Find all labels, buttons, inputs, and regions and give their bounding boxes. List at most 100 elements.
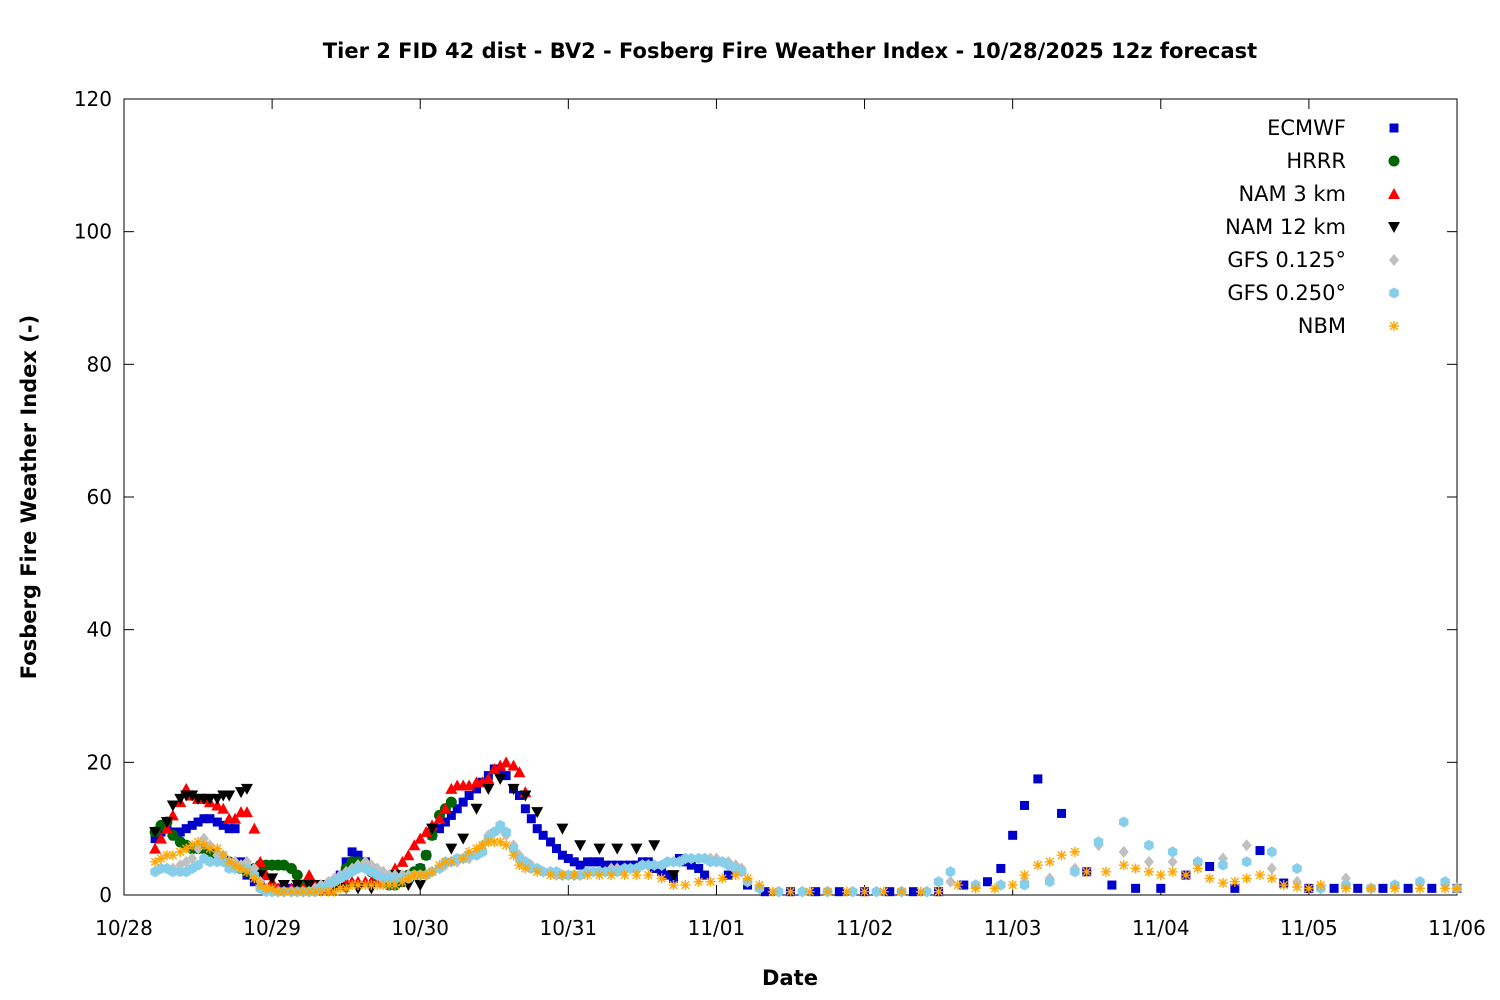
data-point xyxy=(686,860,696,870)
x-tick-label: 10/28 xyxy=(95,916,153,940)
star-stroke xyxy=(631,870,642,881)
data-point xyxy=(277,880,290,892)
data-point xyxy=(181,824,191,834)
data-point xyxy=(236,863,247,874)
data-point xyxy=(488,762,501,774)
data-point xyxy=(1241,856,1252,868)
data-point xyxy=(205,856,215,868)
data-point xyxy=(514,860,525,871)
star-stroke xyxy=(446,856,457,867)
data-point xyxy=(181,843,192,854)
data-point xyxy=(414,880,427,892)
star-stroke xyxy=(230,860,241,871)
y-tick-label: 40 xyxy=(87,618,112,642)
star-stroke xyxy=(181,843,192,854)
data-point xyxy=(589,857,599,867)
data-point xyxy=(989,883,1000,894)
data-point xyxy=(291,869,303,881)
data-point xyxy=(489,836,500,847)
legend-label: GFS 0.125° xyxy=(1227,248,1346,272)
data-point xyxy=(240,783,253,795)
data-point xyxy=(240,806,253,818)
data-point xyxy=(160,817,173,829)
data-point xyxy=(212,817,222,827)
data-point xyxy=(149,826,162,838)
data-point xyxy=(341,857,351,867)
data-point xyxy=(804,886,815,897)
star-stroke xyxy=(397,876,408,887)
star-stroke xyxy=(501,840,512,851)
star-stroke xyxy=(390,880,401,891)
data-point xyxy=(1303,883,1314,894)
data-point xyxy=(175,846,186,857)
data-point xyxy=(1167,866,1178,877)
data-point xyxy=(657,867,667,877)
data-point xyxy=(241,866,252,877)
data-point xyxy=(463,779,476,791)
star-stroke xyxy=(434,860,445,871)
data-point xyxy=(218,820,228,830)
data-point xyxy=(160,822,173,834)
data-point xyxy=(1118,860,1129,871)
data-point xyxy=(433,812,446,824)
data-point xyxy=(235,787,248,799)
data-point xyxy=(495,819,505,831)
data-point xyxy=(464,791,474,800)
star-stroke xyxy=(440,856,451,867)
data-point xyxy=(347,847,357,857)
data-point xyxy=(583,857,593,867)
x-tick-label: 10/30 xyxy=(391,916,449,940)
data-point xyxy=(415,870,426,881)
data-point xyxy=(150,856,161,867)
star-stroke xyxy=(804,886,815,897)
data-point xyxy=(303,880,316,892)
star-stroke xyxy=(384,880,395,891)
data-point xyxy=(915,886,926,897)
data-point xyxy=(408,839,421,851)
star-stroke xyxy=(156,853,167,864)
data-point xyxy=(353,880,364,891)
data-point xyxy=(477,840,488,851)
legend-label: NAM 12 km xyxy=(1225,215,1346,239)
star-stroke xyxy=(841,886,852,897)
data-point xyxy=(495,836,506,847)
data-point xyxy=(217,802,230,814)
data-point xyxy=(445,843,458,855)
star-stroke xyxy=(619,870,630,881)
data-point xyxy=(175,827,185,837)
star-stroke xyxy=(353,880,364,891)
legend-marker xyxy=(1389,254,1399,266)
legend-label: HRRR xyxy=(1286,149,1346,173)
data-point xyxy=(1044,856,1055,867)
data-point xyxy=(224,856,235,867)
data-point xyxy=(933,876,944,888)
data-point xyxy=(445,796,457,808)
data-point xyxy=(1167,846,1178,858)
data-point xyxy=(933,886,944,897)
data-point xyxy=(1292,863,1302,874)
data-point xyxy=(1107,880,1117,890)
data-point xyxy=(557,850,567,860)
data-point xyxy=(384,880,395,891)
data-point xyxy=(1144,839,1154,851)
data-point xyxy=(822,886,833,897)
data-point xyxy=(261,883,272,894)
star-stroke xyxy=(532,866,543,877)
data-point xyxy=(630,843,643,855)
star-stroke xyxy=(582,870,593,881)
data-point xyxy=(1292,882,1303,893)
data-point xyxy=(335,883,346,894)
data-point xyxy=(501,840,512,851)
x-tick-label: 11/02 xyxy=(836,916,894,940)
data-point xyxy=(970,883,981,894)
star-stroke xyxy=(273,886,284,897)
data-point xyxy=(403,873,414,884)
star-stroke xyxy=(218,850,229,861)
data-point xyxy=(310,886,321,897)
star-stroke xyxy=(249,873,260,884)
star-stroke xyxy=(742,873,753,884)
star-stroke xyxy=(989,883,1000,894)
data-point xyxy=(556,823,569,835)
x-axis: 10/28 10/29 10/30 10/31 11/01 11/02 11/03 11/04… xyxy=(95,99,1486,940)
data-point xyxy=(538,830,548,840)
